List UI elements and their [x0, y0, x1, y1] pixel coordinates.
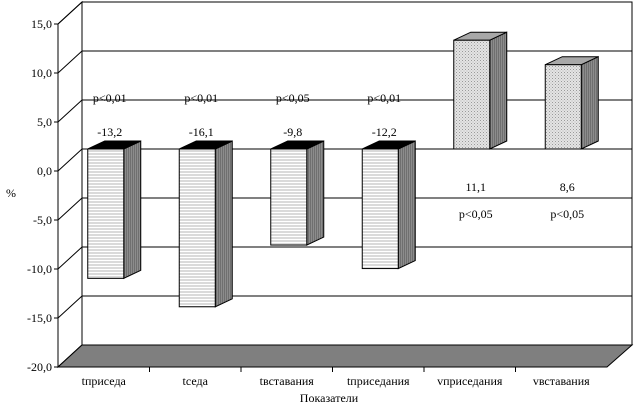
y-tick-label: 10,0 [31, 66, 52, 80]
data-label: -16,1 [189, 125, 214, 139]
gridline-diagonal [57, 246, 83, 270]
plot-back-wall [81, 1, 633, 346]
p-value-label: p<0,05 [276, 91, 310, 105]
data-label: -12,2 [372, 125, 397, 139]
gridline-diagonal [57, 148, 83, 172]
gridline-diagonal [57, 197, 83, 221]
y-tick-label: 0,0 [37, 164, 52, 178]
plot-side-wall [57, 0, 83, 369]
y-tick-label: 15,0 [31, 17, 52, 31]
bar [361, 148, 399, 270]
x-tick-label: tприседания [347, 374, 410, 388]
gridline-diagonal [57, 295, 83, 319]
x-tick-label: tприседа [82, 374, 127, 388]
p-value-label: p<0,01 [367, 91, 401, 105]
gridline-diagonal [57, 50, 83, 74]
p-value-label: p<0,01 [184, 91, 218, 105]
bar-side [214, 140, 233, 308]
bar [453, 39, 491, 150]
x-tick-label: tседа [183, 374, 209, 388]
y-tick-label: -15,0 [27, 311, 52, 325]
bar-side [306, 140, 325, 246]
bar-side [580, 55, 599, 150]
p-value-label: p<0,01 [93, 91, 127, 105]
bar-side [489, 31, 508, 150]
x-tick-label: tвставания [260, 374, 315, 388]
y-tick-label: -5,0 [33, 213, 52, 227]
bar [270, 148, 308, 246]
bar [544, 64, 582, 150]
data-label: -9,8 [283, 125, 302, 139]
chart-floor [56, 344, 634, 368]
bar-side [123, 140, 142, 280]
x-tick-label: vприседания [437, 374, 503, 388]
x-tick-label: vвставания [533, 374, 590, 388]
data-label: -13,2 [97, 125, 122, 139]
y-tick-label: -20,0 [27, 360, 52, 374]
x-axis-title: Показатели [300, 391, 359, 405]
p-value-label: p<0,05 [459, 207, 493, 221]
bar-side [397, 140, 416, 270]
y-tick-label: 5,0 [37, 115, 52, 129]
p-value-label: p<0,05 [550, 207, 584, 221]
y-tick-label: -10,0 [27, 262, 52, 276]
data-label: 8,6 [560, 180, 575, 194]
data-label: 11,1 [465, 180, 486, 194]
bar [178, 148, 216, 308]
gridline-diagonal [57, 1, 83, 25]
gridline-diagonal [57, 99, 83, 123]
y-axis-title: % [6, 186, 16, 200]
bar [87, 148, 125, 279]
